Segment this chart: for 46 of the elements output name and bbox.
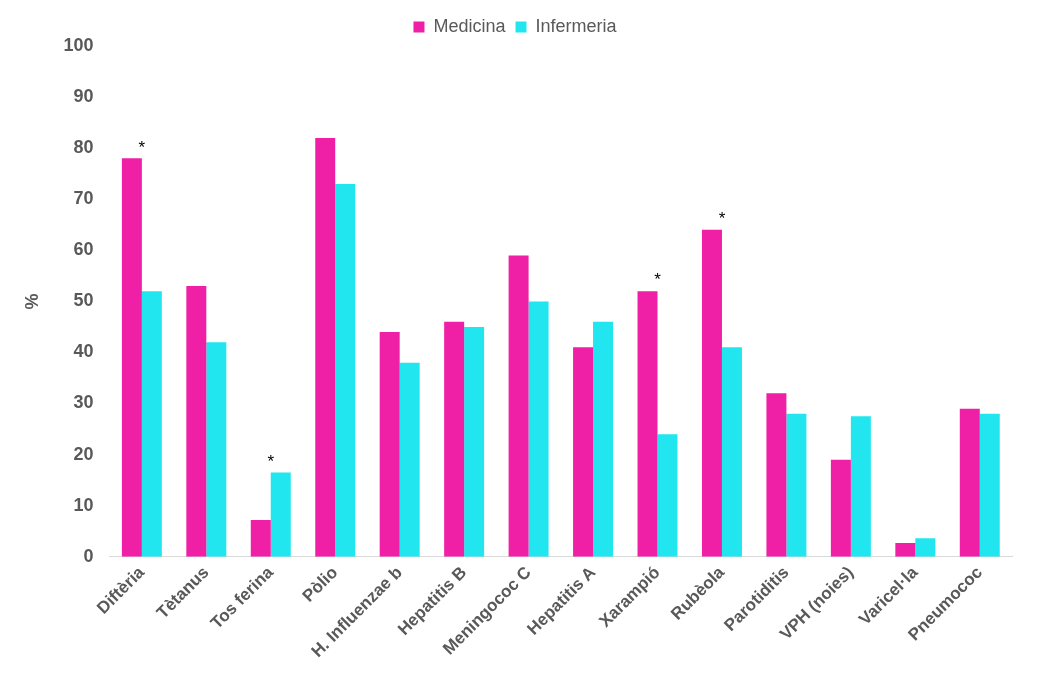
bar	[250, 519, 271, 557]
bar	[959, 408, 980, 557]
bar	[766, 393, 787, 557]
y-tick-label: 100	[63, 34, 94, 55]
bar	[270, 472, 291, 557]
bar	[186, 286, 207, 557]
bar	[335, 183, 356, 557]
annotation: *	[267, 451, 275, 471]
legend-label: Infermeria	[535, 15, 618, 36]
y-tick-label: 90	[73, 86, 94, 107]
bar	[979, 413, 1000, 557]
bar	[830, 459, 851, 557]
legend-label: Medicina	[433, 15, 507, 36]
y-tick-label: 10	[73, 494, 94, 515]
annotation: *	[138, 137, 146, 157]
annotation: *	[654, 270, 662, 290]
bar	[315, 137, 336, 557]
y-tick-label: 0	[83, 545, 94, 566]
bar	[399, 362, 420, 557]
bar	[141, 291, 162, 557]
bar	[637, 291, 658, 557]
bar	[895, 542, 916, 557]
bar	[508, 255, 529, 557]
bar	[444, 321, 465, 557]
bar	[657, 434, 678, 557]
annotation: *	[718, 209, 726, 229]
bar	[206, 342, 227, 557]
y-tick-label: 40	[73, 341, 94, 362]
bar	[379, 332, 400, 557]
bar	[701, 229, 722, 557]
y-tick-label: 20	[73, 443, 94, 464]
bar	[593, 321, 614, 557]
y-tick-label: 60	[73, 239, 94, 260]
bar	[528, 301, 549, 557]
y-tick-label: 80	[73, 137, 94, 158]
bar	[121, 158, 142, 557]
bar	[915, 538, 936, 557]
bar	[721, 347, 742, 557]
y-tick-label: 30	[73, 392, 94, 413]
y-tick-label: 50	[73, 290, 94, 311]
bar	[786, 413, 807, 557]
y-axis-title: %	[21, 293, 42, 310]
bar	[573, 347, 594, 557]
y-tick-label: 70	[73, 188, 94, 209]
bar	[464, 326, 485, 557]
bar	[850, 416, 871, 557]
